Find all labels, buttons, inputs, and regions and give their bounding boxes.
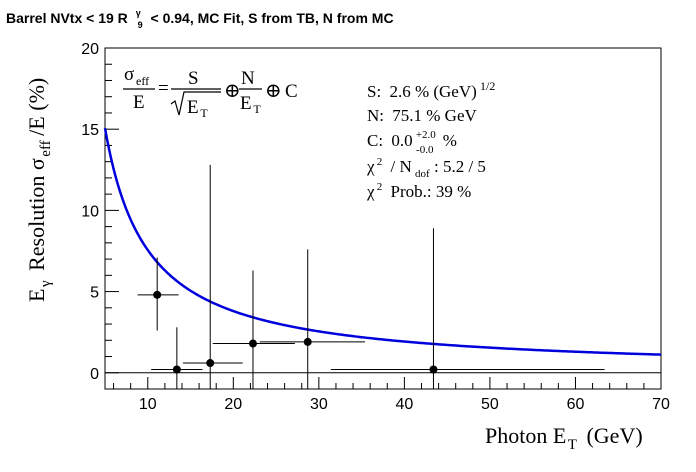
x-tick-label: 40: [395, 396, 413, 413]
x-axis-label: Photon E T (GeV): [485, 423, 643, 454]
point-marker: [206, 359, 215, 368]
stat-prob-sq: 2: [377, 181, 383, 193]
y-tick-label: 20: [81, 41, 99, 58]
formula-sigma: σ eff: [124, 64, 149, 88]
stat-chi2-sub: dof: [415, 168, 430, 180]
fit-formula: σ eff E = S E T ⊕ N E T ⊕ C: [123, 64, 298, 120]
stat-c: C: 0.0 +2.0 -0.0 %: [367, 123, 457, 157]
formula-n: N: [241, 68, 255, 89]
point-marker: [429, 365, 438, 374]
formula-den-e: E: [133, 92, 145, 113]
x-tick-label: 20: [224, 396, 242, 413]
stat-c-sup: +2.0: [416, 129, 436, 141]
formula-s: S: [188, 68, 199, 89]
data-point: [330, 228, 605, 389]
data-point: [182, 164, 243, 389]
point-marker: [172, 365, 181, 374]
ylabel-tail: /E (%): [24, 78, 49, 136]
formula-equals: =: [158, 78, 169, 99]
x-tick-label: 10: [139, 396, 157, 413]
ylabel-gamma: γ: [38, 280, 54, 288]
data-point: [151, 327, 203, 389]
sqrt-sign: [170, 91, 221, 116]
x-tick-label: 60: [567, 396, 585, 413]
stat-s-sup: 1/2: [480, 79, 495, 93]
stat-chi2-val: : 5.2 / 5: [434, 157, 486, 176]
x-tick-label: 30: [310, 396, 328, 413]
chart-title: Barrel NVtx < 19 R γ 9 < 0.94, MC Fit, S…: [6, 3, 394, 31]
xlabel-sub: T: [568, 437, 577, 453]
axis-tick-labels: 10 20 30 40 50 60 70 0 5 10 15 20: [81, 41, 670, 413]
stat-c-sub: -0.0: [416, 144, 434, 156]
y-axis-label: E γ Resolution σ eff /E (%): [24, 78, 55, 302]
xlabel-unit: (GeV): [586, 423, 642, 448]
stat-prob-text: Prob.: 39 %: [391, 182, 472, 201]
title-sub: 9: [138, 20, 143, 30]
ylabel-eff: eff: [38, 140, 54, 156]
y-tick-label: 15: [81, 122, 99, 139]
data-points: [137, 164, 605, 389]
fit-curve: [103, 127, 662, 356]
xlabel-main: Photon E: [485, 423, 566, 448]
title-post: < 0.94, MC Fit, S from TB, N from MC: [151, 10, 394, 26]
y-tick-label: 10: [81, 203, 99, 220]
stat-chi2-sq: 2: [377, 156, 383, 168]
point-marker: [153, 290, 162, 299]
fit-stats: S: 2.6 % (GeV) 1/2 N: 75.1 % GeV C: 0.0 …: [366, 79, 495, 201]
y-tick-label: 5: [90, 285, 99, 302]
stat-chi2-mid: / N: [391, 157, 412, 176]
stat-prob: χ 2 Prob.: 39 %: [366, 175, 471, 201]
x-tick-label: 50: [481, 396, 499, 413]
y-tick-label: 0: [90, 366, 99, 383]
formula-et-t: T: [253, 102, 261, 116]
formula-sqrt-e: E T: [187, 97, 208, 120]
stat-c-unit: %: [443, 131, 457, 150]
title-pre: Barrel NVtx < 19 R: [6, 10, 128, 26]
oplus-icon-2: ⊕: [265, 80, 282, 102]
data-point: [137, 257, 179, 331]
ylabel-res: Resolution σ: [24, 158, 49, 271]
data-point: [212, 270, 295, 389]
point-marker: [303, 337, 312, 346]
formula-et: E T: [240, 93, 261, 116]
title-sup: γ: [136, 8, 141, 18]
ylabel-e: E: [24, 289, 49, 302]
formula-eff: eff: [136, 74, 149, 88]
axis-ticks: [105, 47, 662, 390]
data-point: [259, 249, 366, 389]
formula-c: C: [285, 81, 298, 102]
plot-frame: [104, 47, 662, 390]
stat-s: S: 2.6 % (GeV) 1/2: [367, 79, 495, 101]
point-marker: [248, 339, 257, 348]
formula-sqrt-t: T: [200, 106, 208, 120]
x-tick-label: 70: [652, 396, 670, 413]
stat-n: N: 75.1 % GeV: [367, 106, 477, 125]
oplus-icon: ⊕: [224, 80, 241, 102]
stat-chi2: χ 2 / N dof : 5.2 / 5: [366, 150, 486, 181]
